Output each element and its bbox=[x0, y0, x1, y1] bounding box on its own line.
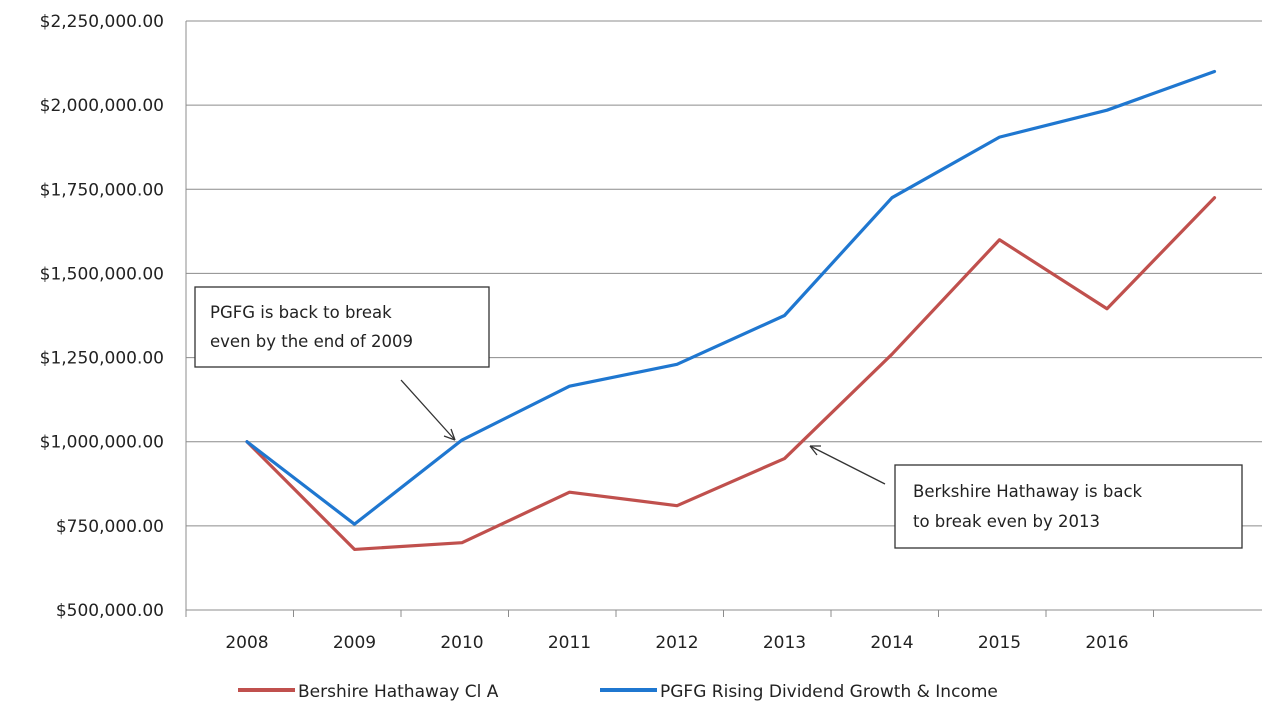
legend-label-pgfg: PGFG Rising Dividend Growth & Income bbox=[660, 682, 998, 702]
x-tick-label: 2016 bbox=[1085, 633, 1128, 653]
series-line-0 bbox=[245, 196, 1217, 552]
y-axis-tick-labels: $500,000.00 $750,000.00 $1,000,000.00 $1,25… bbox=[40, 12, 164, 621]
annotation-berkshire-line2: to break even by 2013 bbox=[913, 512, 1100, 531]
y-tick-label: $750,000.00 bbox=[56, 517, 164, 537]
x-axis-tick-labels: 2008 2009 2010 2011 2012 2013 2014 2015 2016 bbox=[225, 633, 1128, 653]
y-tick-label: $2,250,000.00 bbox=[40, 12, 164, 32]
legend-label-berkshire: Bershire Hathaway Cl A bbox=[298, 682, 499, 702]
annotation-pgfg-box bbox=[194, 286, 490, 368]
annotation-pgfg: PGFG is back to break even by the end of… bbox=[194, 286, 490, 441]
y-tick-label: $2,000,000.00 bbox=[40, 96, 164, 116]
annotation-pgfg-line1: PGFG is back to break bbox=[210, 303, 392, 322]
annotation-pgfg-arrow-line bbox=[400, 379, 456, 441]
series-line-1 bbox=[245, 69, 1217, 526]
annotation-berkshire-arrow-line bbox=[809, 445, 886, 485]
x-tick-label: 2011 bbox=[548, 633, 591, 653]
y-tick-label: $500,000.00 bbox=[56, 601, 164, 621]
x-tick-label: 2015 bbox=[978, 633, 1021, 653]
y-tick-label: $1,500,000.00 bbox=[40, 264, 164, 284]
annotation-berkshire: Berkshire Hathaway is back to break even… bbox=[809, 445, 1243, 549]
x-tick-label: 2010 bbox=[440, 633, 483, 653]
series-lines bbox=[245, 69, 1217, 552]
legend: Bershire Hathaway Cl A PGFG Rising Divid… bbox=[238, 682, 998, 702]
axes bbox=[185, 21, 1154, 617]
x-tick-label: 2008 bbox=[225, 633, 268, 653]
annotation-berkshire-arrowhead bbox=[809, 445, 821, 456]
x-tick-label: 2012 bbox=[655, 633, 698, 653]
x-tick-label: 2014 bbox=[870, 633, 913, 653]
annotation-pgfg-arrowhead bbox=[443, 428, 456, 441]
x-tick-label: 2013 bbox=[763, 633, 806, 653]
annotation-berkshire-box bbox=[894, 464, 1243, 549]
annotation-pgfg-line2: even by the end of 2009 bbox=[210, 332, 413, 351]
annotation-berkshire-line1: Berkshire Hathaway is back bbox=[913, 482, 1143, 501]
y-tick-label: $1,750,000.00 bbox=[40, 180, 164, 200]
x-tick-label: 2009 bbox=[333, 633, 376, 653]
y-tick-label: $1,250,000.00 bbox=[40, 349, 164, 369]
y-tick-label: $1,000,000.00 bbox=[40, 433, 164, 453]
